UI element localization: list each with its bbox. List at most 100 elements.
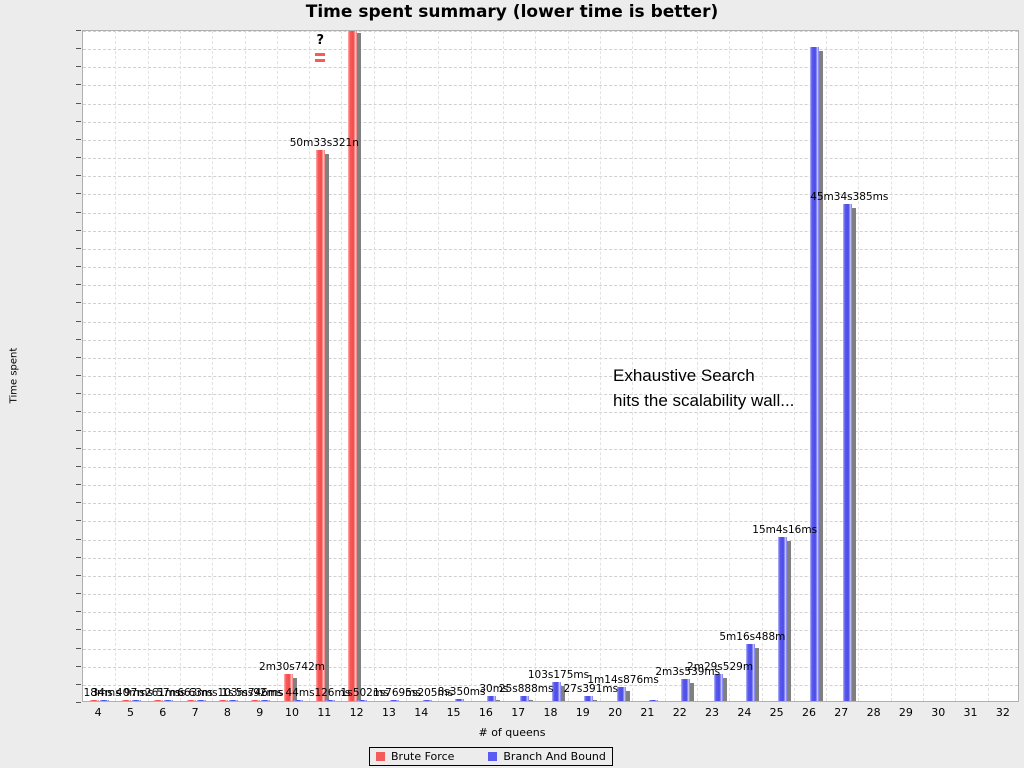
x-axis-tick-label: 23 [705,706,720,719]
bar-brute-force-10[interactable] [283,673,297,701]
vertical-gridline [826,31,828,701]
bar-branch-and-bound-5[interactable] [131,699,141,701]
bar-body [390,699,400,701]
x-axis-tick-label: 6 [159,706,167,719]
data-label: 126ms [314,686,351,699]
bar-branch-and-bound-8[interactable] [228,699,238,701]
bar-branch-and-bound-6[interactable] [164,699,174,701]
gridline [83,194,1018,196]
clipped-value-marker: ? [316,33,325,48]
bar-brute-force-12[interactable] [348,31,362,701]
gridline [83,85,1018,87]
y-axis-tick-mark [76,702,81,703]
bar-body [348,31,358,701]
gridline [83,121,1018,123]
bar-brute-force-5[interactable] [121,699,131,701]
x-axis-tick-label: 15 [446,706,461,719]
data-label: 261ms [144,686,181,699]
legend-item-brute-force[interactable]: Brute Force [376,750,454,763]
bar-branch-and-bound-21[interactable] [648,699,658,701]
bar-brute-force-6[interactable] [154,699,164,701]
bar-brute-force-11[interactable] [315,150,329,701]
bar-branch-and-bound-16[interactable] [487,695,501,701]
bar-body [648,699,658,701]
data-label: 18ms [83,686,113,699]
bar-brute-force-9[interactable] [251,699,261,701]
bar-branch-and-bound-4[interactable] [99,699,109,701]
annotation-text: Exhaustive Search hits the scalability w… [613,364,794,413]
bar-branch-and-bound-18[interactable] [552,682,565,701]
gridline [83,666,1018,668]
legend-label-brute-force: Brute Force [391,750,455,763]
y-axis-tick-mark [76,447,81,449]
annotation-line-1: Exhaustive Search [613,366,755,385]
bar-branch-and-bound-22[interactable] [681,678,695,701]
bar-brute-force-7[interactable] [186,699,196,701]
bar-branch-and-bound-12[interactable] [358,699,368,701]
gridline [83,49,1018,51]
bar-branch-and-bound-7[interactable] [196,699,206,701]
vertical-gridline [406,31,408,701]
data-label: 50m33s321n [289,137,359,150]
bar-branch-and-bound-10[interactable] [293,699,303,701]
gridline [83,539,1018,541]
vertical-gridline [244,31,246,701]
vertical-gridline [955,31,957,701]
clipped-bar-break-icon [315,53,326,65]
vertical-gridline [535,31,537,701]
bar-branch-and-bound-14[interactable] [422,699,432,701]
gridline [83,67,1018,69]
bar-branch-and-bound-11[interactable] [325,699,335,701]
bar-body [552,682,561,701]
bar-branch-and-bound-27[interactable] [842,204,856,701]
bar-branch-and-bound-17[interactable] [519,696,533,701]
y-axis-tick-mark [76,574,81,576]
y-axis-tick-mark [76,502,81,504]
gridline [83,394,1018,396]
gridline [83,267,1018,269]
bar-body [584,696,594,701]
gridline [83,503,1018,505]
data-label: 5m16s488m [719,630,786,643]
y-axis-tick-mark [76,611,81,613]
y-axis-tick-mark [76,556,81,558]
x-axis-tick-label: 11 [317,706,332,719]
bar-body [713,673,723,701]
bar-branch-and-bound-9[interactable] [261,699,271,701]
bar-brute-force-4[interactable] [89,699,99,701]
bar-branch-and-bound-13[interactable] [390,699,400,701]
vertical-gridline [309,31,311,701]
y-axis-tick-mark [76,30,81,31]
vertical-gridline [179,31,181,701]
bar-branch-and-bound-24[interactable] [745,643,759,701]
vertical-gridline [438,31,440,701]
gridline [83,448,1018,450]
y-axis-tick-mark [76,157,81,159]
data-label: 92ms [253,686,283,699]
x-axis-title: # of queens [478,726,546,739]
bar-branch-and-bound-20[interactable] [616,687,630,701]
y-axis-tick-mark [76,247,81,249]
bar-branch-and-bound-25[interactable] [778,536,792,701]
bar-brute-force-8[interactable] [218,699,228,701]
bar-branch-and-bound-26[interactable] [810,47,824,701]
y-axis-tick-mark [76,520,81,522]
y-axis-tick-mark [76,683,81,685]
x-axis-tick-label: 9 [256,706,264,719]
bar-body [842,204,852,701]
legend-item-branch-and-bound[interactable]: Branch And Bound [488,750,606,763]
y-axis-tick-mark [76,211,81,213]
data-label: 27s391ms [563,683,619,696]
bar-branch-and-bound-15[interactable] [455,699,465,701]
bar-branch-and-bound-19[interactable] [584,696,598,701]
data-label: 5s205ms [405,686,454,699]
bar-branch-and-bound-23[interactable] [713,673,727,701]
bar-body [778,536,788,701]
y-axis-tick-mark [76,647,81,649]
y-axis-tick-mark [76,266,81,268]
x-axis-tick-label: 28 [866,706,881,719]
vertical-gridline [696,31,698,701]
y-axis-tick-mark [76,356,81,358]
vertical-gridline [761,31,763,701]
